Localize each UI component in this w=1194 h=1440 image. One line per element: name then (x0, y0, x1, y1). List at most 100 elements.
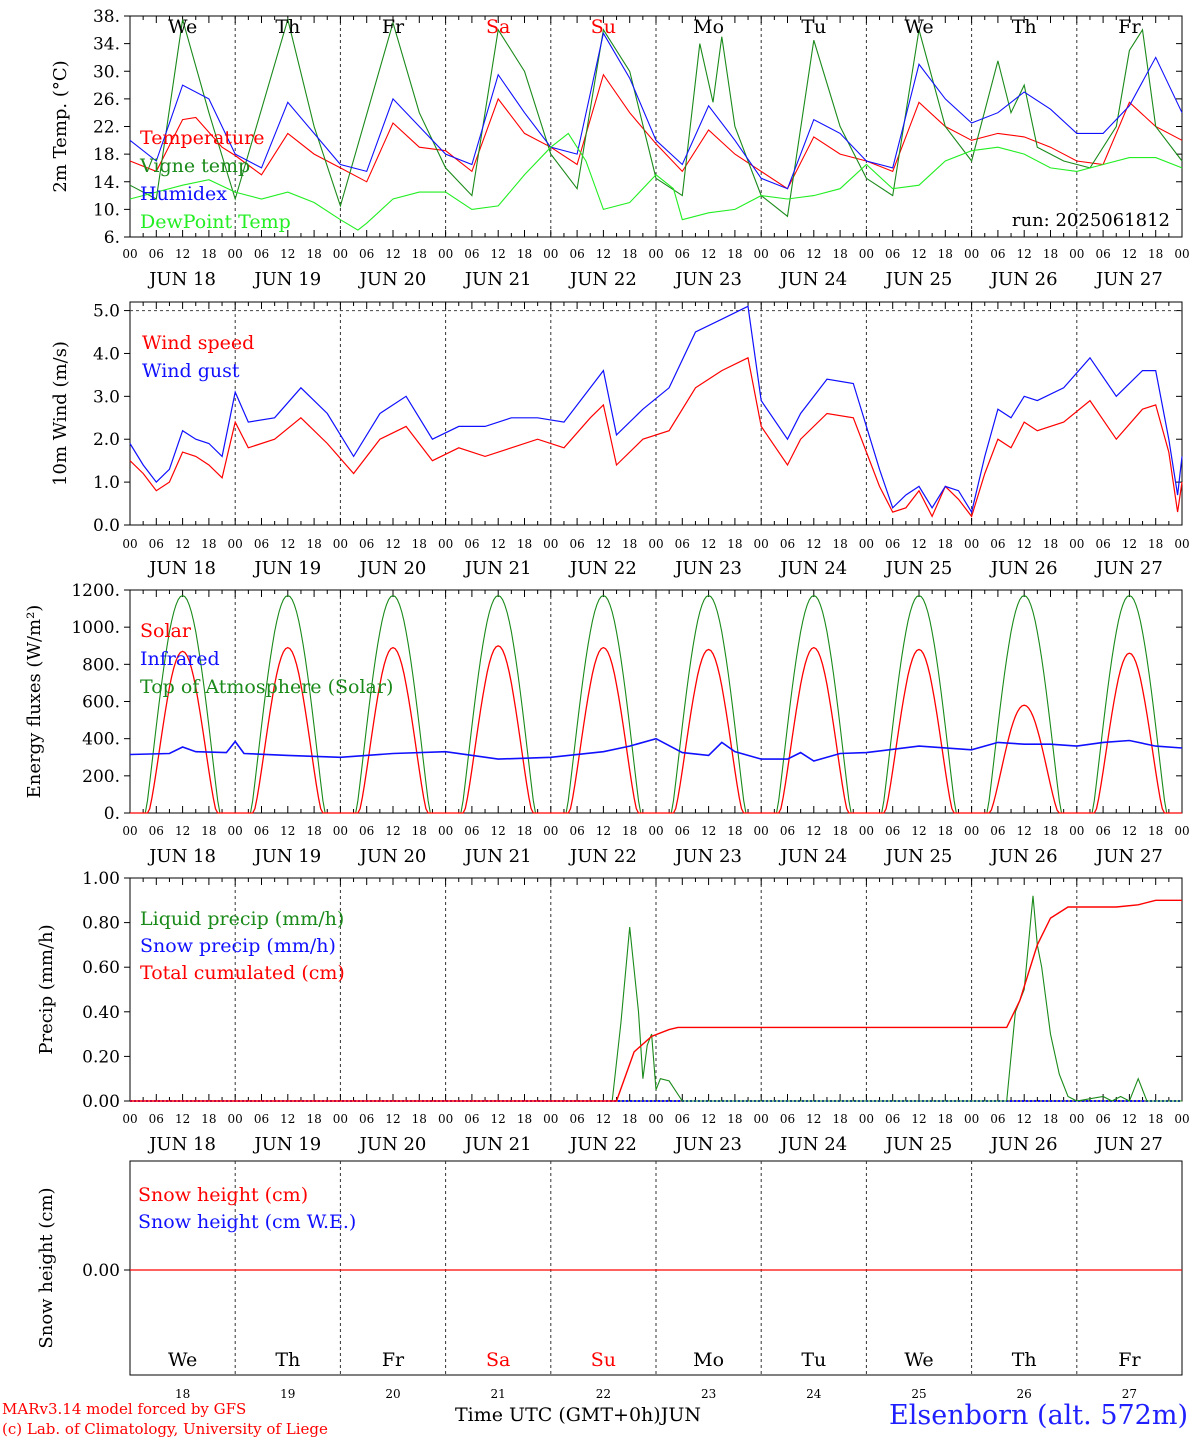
date-label: JUN 21 (463, 269, 532, 290)
x-axis-label: Time UTC (GMT+0h)JUN (455, 1404, 701, 1426)
hour-tick-label: 18 (832, 247, 847, 261)
hour-tick-label: 18 (412, 247, 427, 261)
legend-infrared: Infrared (140, 648, 220, 670)
hour-tick-label: 18 (517, 537, 532, 551)
date-label: JUN 25 (884, 269, 953, 290)
hour-tick-label: 00 (228, 247, 243, 261)
hour-tick-label: 06 (780, 1112, 795, 1126)
hour-tick-label: 00 (438, 824, 453, 838)
day-number-label: 23 (701, 1387, 716, 1401)
hour-tick-label: 12 (596, 537, 611, 551)
weekday-label: We (904, 1349, 933, 1371)
hour-tick-label: 00 (122, 537, 137, 551)
hour-tick-label: 12 (280, 247, 295, 261)
y-tick-label: 1.00 (82, 869, 120, 889)
hour-tick-label: 18 (306, 1112, 321, 1126)
hour-tick-label: 06 (254, 1112, 269, 1126)
weekday-label: We (904, 16, 933, 38)
hour-tick-label: 00 (648, 1112, 663, 1126)
hour-tick-label: 00 (964, 247, 979, 261)
series-line-total-cumulated (130, 899, 1182, 1102)
weekday-label: Sa (486, 16, 510, 38)
y-tick-label: 0.20 (82, 1047, 120, 1067)
station-name: Elsenborn (alt. 572m) (889, 1400, 1188, 1431)
weekday-label: Fr (1118, 16, 1141, 38)
weekday-label: We (168, 1349, 197, 1371)
weekday-label: Su (591, 1349, 616, 1371)
series-line-solar (130, 645, 1182, 814)
hour-tick-label: 00 (964, 1112, 979, 1126)
hour-tick-label: 06 (359, 537, 374, 551)
hour-tick-label: 18 (727, 1112, 742, 1126)
hour-tick-label: 06 (990, 247, 1005, 261)
date-label: JUN 25 (884, 1134, 953, 1155)
hour-tick-label: 12 (596, 247, 611, 261)
hour-tick-label: 18 (412, 537, 427, 551)
date-label: JUN 27 (1094, 846, 1163, 867)
legend-snow-precip: Snow precip (mm/h) (140, 935, 336, 957)
hour-tick-label: 12 (1122, 537, 1137, 551)
weekday-label: Th (1012, 16, 1037, 38)
hour-tick-label: 06 (464, 824, 479, 838)
date-label: JUN 26 (989, 269, 1058, 290)
date-label: JUN 23 (673, 269, 742, 290)
hour-tick-label: 12 (911, 824, 926, 838)
weekday-label: Th (275, 16, 300, 38)
hour-tick-label: 18 (622, 247, 637, 261)
hour-tick-label: 12 (701, 247, 716, 261)
hour-tick-label: 00 (333, 537, 348, 551)
hour-tick-label: 06 (1095, 824, 1110, 838)
x-axis-month: JUN (660, 1404, 701, 1426)
hour-tick-label: 18 (517, 1112, 532, 1126)
x-axis-title: Time UTC (GMT+0h) (455, 1404, 661, 1426)
y-axis-label: Precip (mm/h) (36, 924, 57, 1054)
hour-tick-label: 12 (1017, 1112, 1032, 1126)
hour-tick-label: 00 (1069, 537, 1084, 551)
hour-tick-label: 18 (938, 537, 953, 551)
date-label: JUN 18 (147, 1134, 216, 1155)
hour-tick-label: 06 (149, 247, 164, 261)
hour-tick-label: 18 (727, 537, 742, 551)
hour-tick-label: 18 (1148, 537, 1163, 551)
lab-credit: (c) Lab. of Climatology, University of L… (2, 1420, 328, 1438)
day-number-label: 26 (1017, 1387, 1032, 1401)
date-label: JUN 26 (989, 1134, 1058, 1155)
hour-tick-label: 18 (517, 247, 532, 261)
y-axis-label: Energy fluxes (W/m²) (24, 605, 45, 799)
hour-tick-label: 00 (754, 824, 769, 838)
hour-tick-label: 00 (1069, 247, 1084, 261)
hour-tick-label: 12 (701, 537, 716, 551)
hour-tick-label: 12 (1122, 247, 1137, 261)
hour-tick-label: 06 (149, 537, 164, 551)
day-number-label: 24 (806, 1387, 822, 1401)
weekday-label: Fr (1118, 1349, 1141, 1371)
hour-tick-label: 12 (385, 1112, 400, 1126)
weekday-label: Tu (801, 1349, 826, 1371)
y-tick-label: 4.0 (93, 344, 120, 364)
hour-tick-label: 00 (228, 1112, 243, 1126)
hour-tick-label: 12 (385, 824, 400, 838)
y-tick-label: 0.80 (82, 914, 120, 934)
hour-tick-label: 06 (149, 1112, 164, 1126)
hour-tick-label: 18 (201, 824, 216, 838)
date-label: JUN 25 (884, 846, 953, 867)
y-tick-label: 3.0 (93, 387, 120, 407)
hour-tick-label: 00 (122, 247, 137, 261)
date-label: JUN 22 (568, 558, 637, 579)
date-label: JUN 24 (778, 1134, 847, 1155)
date-label: JUN 18 (147, 558, 216, 579)
hour-tick-label: 18 (1043, 537, 1058, 551)
hour-tick-label: 18 (832, 537, 847, 551)
date-label: JUN 18 (147, 846, 216, 867)
day-number-label: 19 (280, 1387, 295, 1401)
legend-snow-height: Snow height (cm) (138, 1184, 308, 1206)
date-label: JUN 26 (989, 558, 1058, 579)
hour-tick-label: 00 (859, 824, 874, 838)
hour-tick-label: 18 (938, 247, 953, 261)
date-label: JUN 23 (673, 1134, 742, 1155)
legend-liquid-precip: Liquid precip (mm/h) (140, 908, 344, 930)
hour-tick-label: 18 (832, 1112, 847, 1126)
hour-tick-label: 06 (675, 824, 690, 838)
hour-tick-label: 12 (280, 1112, 295, 1126)
